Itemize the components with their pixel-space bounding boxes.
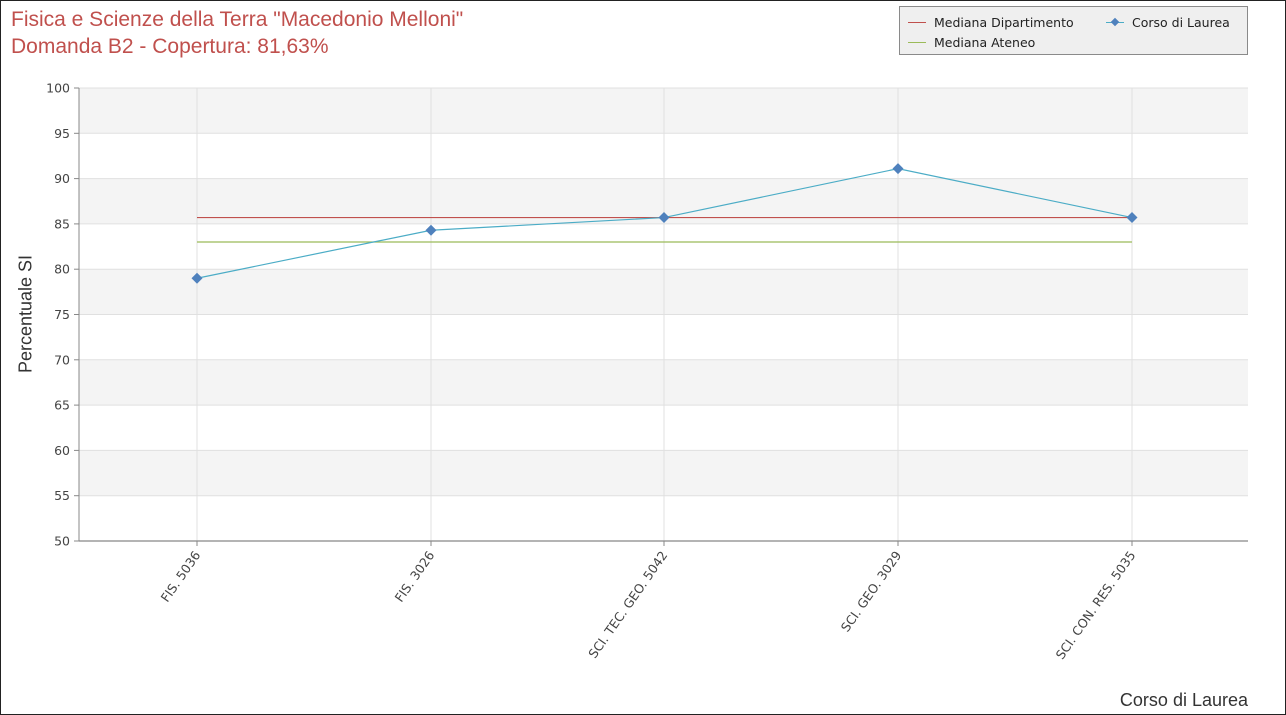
x-tick-labels: FIS. 5036 FIS. 3026 SCI. TEC. GEO. 5042 SCI… [158,548,1139,662]
legend-label-ateneo: Mediana Ateneo [934,34,1036,50]
chart-title-block: Fisica e Scienze della Terra "Macedonio … [11,6,463,60]
x-axis-label: Corso di Laurea [1119,690,1248,710]
chart-title: Fisica e Scienze della Terra "Macedonio … [11,8,464,31]
legend-item-mediana-dipartimento: Mediana Dipartimento [908,13,1074,31]
y-tick-label: 70 [54,352,70,367]
x-tick-label: FIS. 5036 [158,548,204,605]
x-tick-label: SCI. GEO. 3029 [838,548,905,634]
axes [74,87,1248,546]
y-tick-label: 60 [54,443,70,458]
x-tick-label: SCI. CON. RES. 5035 [1053,548,1139,662]
legend-swatch-ateneo [908,33,926,51]
data-point [1126,212,1138,224]
y-tick-label: 100 [46,81,70,96]
y-axis-label: Percentuale SI [15,254,36,374]
y-tick-label: 55 [54,488,70,503]
y-tick-label: 80 [54,262,70,277]
x-tick-label: FIS. 3026 [392,548,438,605]
legend-label-corso: Corso di Laurea [1132,14,1230,30]
legend-item-corso-di-laurea: Corso di Laurea [1106,13,1230,31]
y-tick-label: 85 [54,216,70,231]
x-tick-label: SCI. TEC. GEO. 5042 [585,548,670,661]
data-point [425,224,437,236]
legend-swatch-dipartimento [908,13,926,31]
series-markers [191,163,1138,284]
y-tick-label: 50 [54,534,70,549]
data-point [658,212,670,224]
y-tick-label: 90 [54,171,70,186]
data-point [892,163,904,175]
legend-swatch-corso [1106,13,1124,31]
legend-label-dipartimento: Mediana Dipartimento [934,14,1074,30]
y-tick-label: 75 [54,307,70,322]
chart-subtitle: Domanda B2 - Copertura: 81,63% [11,35,329,58]
y-tick-labels: 50 55 60 65 70 75 80 85 90 95 100 [46,81,70,549]
legend-item-mediana-ateneo: Mediana Ateneo [908,33,1035,51]
y-tick-label: 95 [54,126,70,141]
data-point [191,272,203,284]
y-tick-label: 65 [54,398,70,413]
legend: Mediana Dipartimento Mediana Ateneo Cors… [899,6,1248,55]
